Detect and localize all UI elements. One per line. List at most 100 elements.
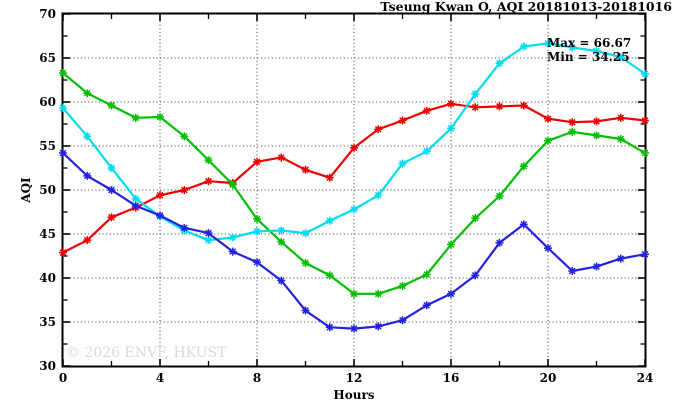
green-series-marker	[616, 134, 625, 143]
red-series-marker	[107, 213, 116, 222]
y-tick-label: 40	[39, 271, 56, 285]
cyan-series-marker	[350, 205, 358, 214]
red-series-marker	[374, 125, 383, 134]
blue-series-marker	[544, 244, 552, 253]
red-series-marker	[325, 173, 334, 182]
green-series-marker	[495, 192, 504, 201]
blue-series-marker	[398, 316, 407, 325]
blue-series-marker	[471, 271, 480, 280]
green-series-marker	[350, 289, 358, 298]
blue-series-marker	[374, 322, 383, 331]
green-series-marker	[131, 113, 140, 122]
blue-series-marker	[131, 201, 140, 210]
green-series-marker	[228, 180, 237, 189]
y-tick-label: 45	[39, 227, 56, 241]
green-series	[59, 68, 649, 298]
red-series-marker	[277, 153, 286, 162]
red-series-marker	[156, 191, 164, 200]
cyan-series-marker	[544, 39, 552, 48]
blue-series-marker	[616, 254, 625, 263]
cyan-series-marker	[519, 42, 528, 51]
blue-series-marker	[204, 229, 213, 238]
green-series-marker	[447, 240, 455, 249]
y-tick-label: 55	[39, 139, 56, 153]
green-series-marker	[471, 214, 480, 223]
cyan-series-marker	[253, 227, 261, 236]
blue-series-marker	[253, 258, 261, 267]
x-tick-label: 8	[253, 371, 261, 385]
x-tick-label: 4	[156, 371, 164, 385]
cyan-series-marker	[131, 194, 140, 203]
red-series-marker	[568, 118, 577, 127]
cyan-series	[59, 39, 649, 245]
chart-title: Tseung Kwan O, AQI 20181013-20181016	[380, 0, 672, 14]
green-series-marker	[641, 149, 649, 158]
y-tick-label: 35	[39, 315, 56, 329]
blue-series-marker	[301, 306, 310, 315]
blue-series-marker	[228, 247, 237, 256]
red-series-marker	[519, 101, 528, 110]
green-series-marker	[568, 127, 577, 136]
green-series-marker	[519, 162, 528, 171]
red-series-marker	[616, 113, 625, 122]
cyan-series-marker	[59, 104, 67, 113]
y-tick-label: 70	[39, 7, 56, 21]
blue-series-marker	[495, 238, 504, 247]
green-series-marker	[422, 270, 431, 279]
blue-series-marker	[59, 149, 67, 158]
cyan-series-marker	[495, 59, 504, 68]
data-series	[59, 39, 649, 333]
watermark: © 2026 ENVF, HKUST	[66, 345, 227, 361]
green-series-marker	[398, 281, 407, 290]
x-axis-label: Hours	[333, 388, 374, 402]
red-series-marker	[301, 165, 310, 174]
cyan-series-marker	[83, 132, 92, 141]
red-series-marker	[471, 103, 480, 112]
cyan-series-marker	[277, 226, 286, 235]
axis-ticks	[62, 13, 646, 367]
red-series-marker	[350, 143, 358, 152]
x-tick-label: 16	[443, 371, 460, 385]
cyan-series-marker	[616, 53, 625, 62]
blue-series-marker	[325, 323, 334, 332]
y-tick-label: 30	[39, 359, 56, 373]
cyan-series-marker	[447, 124, 455, 133]
green-series-marker	[180, 132, 189, 141]
green-series-marker	[325, 271, 334, 280]
cyan-series-marker	[204, 236, 213, 245]
red-series-marker	[544, 114, 552, 123]
cyan-series-marker	[422, 147, 431, 156]
red-series-marker	[83, 236, 92, 245]
x-tick-label: 0	[59, 371, 67, 385]
green-series-marker	[592, 131, 601, 140]
red-series-marker	[422, 106, 431, 115]
red-series-marker	[59, 248, 67, 257]
blue-series-marker	[422, 301, 431, 310]
red-series-marker	[253, 157, 261, 166]
red-series-marker	[641, 116, 649, 125]
green-series-marker	[277, 237, 286, 246]
cyan-series-marker	[107, 164, 116, 172]
blue-series-marker	[592, 262, 601, 271]
x-tick-label: 24	[637, 371, 654, 385]
cyan-series-marker	[325, 216, 334, 225]
blue-series-marker	[350, 324, 358, 333]
cyan-series-marker	[471, 90, 480, 99]
red-series-marker	[180, 186, 189, 194]
cyan-series-marker	[592, 46, 601, 55]
blue-series-marker	[277, 276, 286, 285]
cyan-series-marker	[641, 69, 649, 78]
green-series-marker	[301, 259, 310, 268]
tick-labels: 30 35 40 45 50 55 60 65 70 0 4 8 12 16 20 24	[39, 7, 653, 385]
y-tick-label: 65	[39, 51, 56, 65]
red-series	[59, 99, 649, 257]
green-series-marker	[544, 136, 552, 145]
cyan-series-marker	[228, 233, 237, 242]
red-series-marker	[398, 116, 407, 125]
blue-series-marker	[83, 171, 92, 180]
green-series-marker	[204, 156, 213, 165]
blue-series	[59, 149, 649, 333]
cyan-series-marker	[398, 159, 407, 168]
